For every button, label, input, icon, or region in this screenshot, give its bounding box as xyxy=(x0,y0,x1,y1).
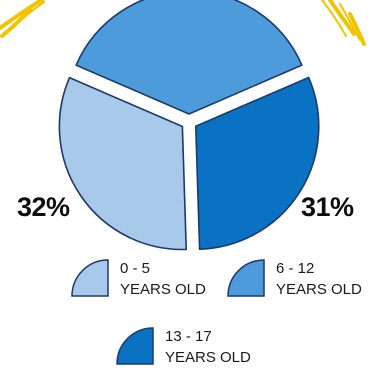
legend-label-1-line1: 6 - 12 xyxy=(276,260,315,277)
legend-label-2-line2: YEARS OLD xyxy=(165,349,251,366)
legend-item-13-17: 13 - 17 YEARS OLD xyxy=(115,326,251,368)
brush-stroke-2 xyxy=(0,8,32,38)
brush-stroke-decoration xyxy=(0,0,366,46)
brush-stroke-6 xyxy=(348,12,366,46)
brush-stroke-4 xyxy=(328,0,356,36)
slice-0-value-label: 32% xyxy=(17,192,70,222)
pie-slice-0 xyxy=(58,76,188,251)
legend-label-0-line2: YEARS OLD xyxy=(120,281,206,298)
legend-swatch-0 xyxy=(71,259,109,297)
brush-stroke-5 xyxy=(339,3,361,41)
legend-item-6-12: 6 - 12 YEARS OLD xyxy=(226,258,362,300)
brush-stroke-3 xyxy=(321,0,347,37)
brush-stroke-0 xyxy=(0,0,44,30)
legend-item-0-5: 0 - 5 YEARS OLD xyxy=(70,258,206,300)
pie-slice-1 xyxy=(75,0,303,115)
legend-swatch-1 xyxy=(227,259,265,297)
legend-swatch-2 xyxy=(116,327,154,365)
legend-label-2-line1: 13 - 17 xyxy=(165,328,212,345)
legend-label-1-line2: YEARS OLD xyxy=(276,281,362,298)
legend-label-0-line1: 0 - 5 xyxy=(120,260,151,277)
pie-slice-2 xyxy=(194,76,320,251)
pie-slices xyxy=(58,0,320,251)
slice-2-value-label: 31% xyxy=(301,192,354,222)
